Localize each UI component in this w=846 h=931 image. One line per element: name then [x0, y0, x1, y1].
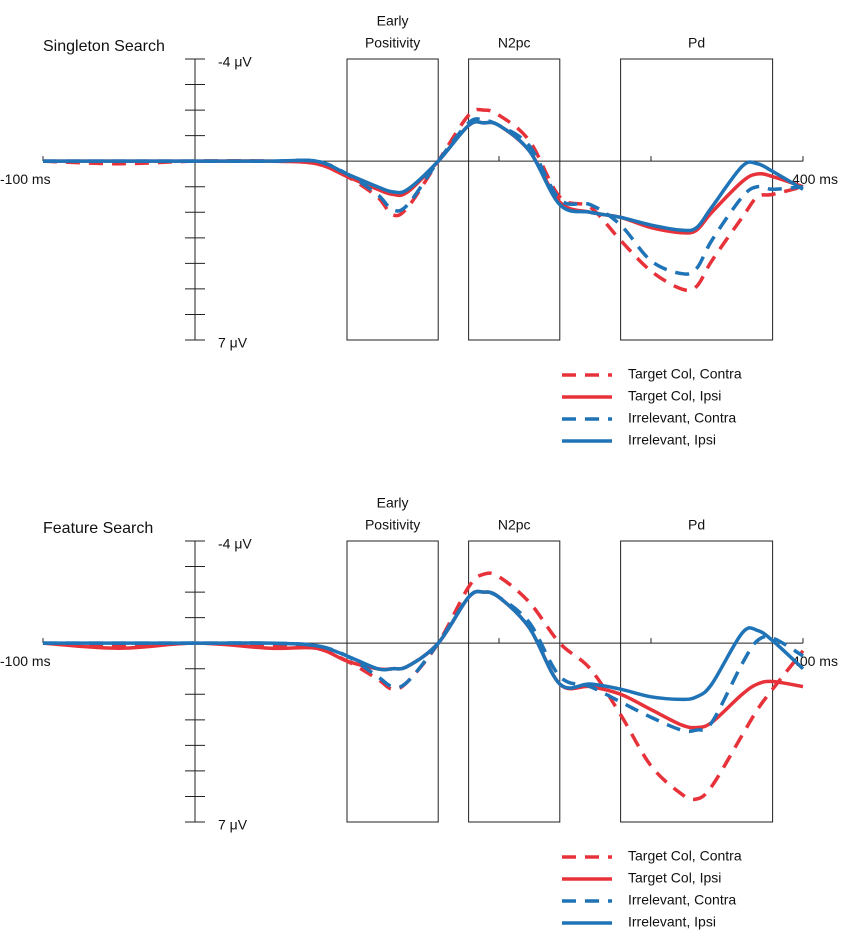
region-label: Early	[377, 495, 409, 511]
panel: Singleton Search Early Positivity N2pc Pd -10…	[0, 13, 838, 448]
legend-label: Target Col, Ipsi	[628, 870, 721, 886]
region-box	[346, 540, 439, 823]
legend-label: Target Col, Contra	[628, 366, 742, 382]
x-tick-label: -100 ms	[0, 653, 51, 669]
region-label: Positivity	[365, 35, 420, 51]
legend-label: Irrelevant, Contra	[628, 410, 736, 426]
panel-title: Feature Search	[43, 520, 153, 537]
x-tick-label: -100 ms	[0, 171, 51, 187]
legend-label: Target Col, Ipsi	[628, 388, 721, 404]
region-box	[620, 540, 774, 823]
y-tick-label: -4 μV	[218, 54, 252, 70]
legend-label: Irrelevant, Ipsi	[628, 432, 716, 448]
series-line	[42, 589, 805, 702]
region-box	[620, 58, 774, 341]
series-line	[42, 107, 804, 293]
region-box	[468, 58, 561, 341]
region-label: N2pc	[498, 35, 531, 51]
series-line	[43, 119, 804, 233]
region-box	[346, 58, 439, 341]
region-label: N2pc	[498, 517, 531, 533]
region-box	[468, 540, 561, 823]
region-label: Pd	[688, 517, 705, 533]
x-tick-label: 400 ms	[792, 653, 838, 669]
legend-label: Target Col, Contra	[628, 848, 742, 864]
legend-label: Irrelevant, Ipsi	[628, 914, 716, 930]
panel-title: Singleton Search	[43, 38, 165, 55]
panel: Feature Search Early Positivity N2pc Pd -100 …	[0, 495, 838, 930]
y-tick-label: -4 μV	[218, 536, 252, 552]
series-line	[42, 571, 805, 802]
x-tick-label: 400 ms	[792, 171, 838, 187]
legend-label: Irrelevant, Contra	[628, 892, 736, 908]
region-label: Pd	[688, 35, 705, 51]
region-label: Positivity	[365, 517, 420, 533]
y-tick-label: 7 μV	[218, 817, 248, 833]
series-line	[42, 589, 804, 730]
series-line	[43, 117, 804, 276]
region-label: Early	[377, 13, 409, 29]
series-line	[42, 589, 804, 734]
y-tick-label: 7 μV	[218, 335, 248, 351]
